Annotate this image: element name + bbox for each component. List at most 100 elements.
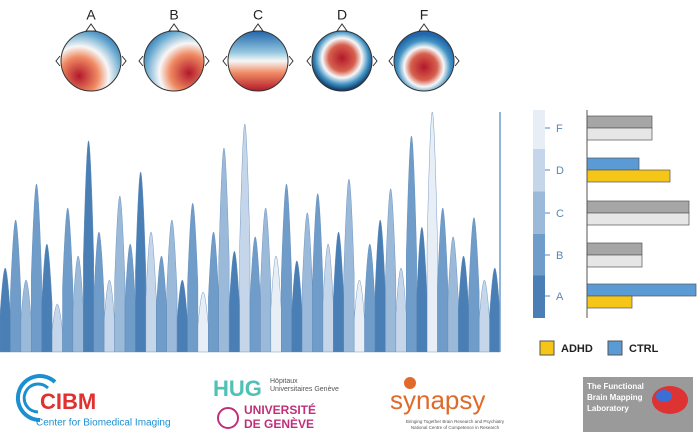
logo-mark <box>652 386 688 414</box>
topomap-label: B <box>169 7 178 23</box>
gfp-segment <box>385 188 397 353</box>
gfp-segment <box>291 260 303 353</box>
bar <box>586 283 697 297</box>
state-strip <box>533 149 545 192</box>
bar <box>586 242 643 256</box>
logo-synapsy: synapsy Bringing Together Brain Research… <box>390 377 505 430</box>
bar <box>586 212 690 226</box>
gfp-segment <box>103 279 115 353</box>
topomap-disc <box>311 30 373 92</box>
gfp-segment <box>478 279 490 353</box>
logo-mark <box>22 382 50 414</box>
state-strip <box>533 234 545 276</box>
gfp-segment <box>406 135 417 353</box>
gfp-segment <box>374 219 386 353</box>
gfp-segment <box>72 255 84 353</box>
gfp-segment <box>260 207 272 353</box>
logo-text: UNIVERSITÉ <box>244 402 316 417</box>
logo-subtitle-box: Hôpitaux Universitaires Genève <box>270 378 339 393</box>
topomap-label: D <box>337 7 347 23</box>
bar-chart: F D C B A <box>533 110 697 318</box>
logo-text: Brain Mapping <box>587 393 643 402</box>
logo-subtitle: Hôpitaux Universitaires Genève <box>270 378 339 393</box>
gfp-segment <box>187 202 199 353</box>
gfp-segment <box>166 219 178 353</box>
logo-mark <box>404 377 416 389</box>
gfp-segment <box>31 183 42 353</box>
legend: ADHD CTRL <box>539 340 659 356</box>
logo-cibm: CIBM Center for Biomedical Imaging <box>15 374 171 429</box>
gfp-segment <box>93 231 105 353</box>
topomap: D <box>306 7 378 92</box>
state-strip <box>533 275 545 318</box>
category-label: F <box>556 123 563 135</box>
topomap-disc <box>60 30 122 92</box>
category-label: D <box>556 165 564 177</box>
topomap-label: A <box>86 7 96 23</box>
category-label: A <box>556 291 564 303</box>
legend-label: ADHD <box>561 343 593 355</box>
gfp-segment <box>83 140 94 353</box>
gfp-segment <box>145 231 157 353</box>
logo-hug: HUG Hôpitaux Universitaires Genève UNIVE… <box>213 376 339 431</box>
gfp-segment <box>124 243 136 353</box>
bar <box>586 157 640 171</box>
bar <box>586 254 643 268</box>
gfp-segment <box>114 195 126 353</box>
topomap: C <box>222 7 294 92</box>
gfp-segment <box>364 243 376 353</box>
gfp-segment <box>270 255 282 353</box>
gfp-segment <box>437 207 449 353</box>
gfp-segment <box>197 291 209 353</box>
logo-text: Laboratory <box>587 404 629 413</box>
topomap-disc <box>393 30 455 92</box>
gfp-segment <box>218 147 230 353</box>
gfp-segment <box>301 212 313 353</box>
gfp-segment <box>249 236 261 353</box>
logo-mark <box>217 407 239 429</box>
logo-text: synapsy <box>390 385 485 415</box>
bar <box>586 127 653 141</box>
topomap: F <box>388 7 460 92</box>
gfp-segment <box>343 178 355 353</box>
legend-swatch <box>539 340 555 356</box>
gfp-segment <box>416 226 428 353</box>
logo-text: The Functional <box>587 382 644 391</box>
logo-mark <box>15 374 57 423</box>
gfp-segment <box>333 231 344 353</box>
topomap-label: F <box>420 7 429 23</box>
logo-mark <box>656 390 672 402</box>
state-strip <box>533 110 545 149</box>
gfp-area <box>0 111 501 353</box>
gfp-segment <box>395 267 407 353</box>
gfp-segment <box>281 183 292 353</box>
gfp-segment <box>468 217 480 353</box>
gfp-segment <box>322 243 334 353</box>
gfp-segment <box>426 111 438 353</box>
logo-text: CIBM <box>40 389 96 414</box>
topomap-disc <box>143 30 205 92</box>
gfp-segment <box>135 171 147 353</box>
bar <box>586 200 690 214</box>
gfp-segment <box>10 219 22 353</box>
legend-label: CTRL <box>629 343 659 355</box>
logo-subtitle: Center for Biomedical Imaging <box>36 418 171 429</box>
gfp-segment <box>239 123 251 353</box>
gfp-segment <box>41 243 53 353</box>
logo-text: HUG <box>213 376 262 401</box>
gfp-segment <box>62 207 74 353</box>
bar <box>586 169 671 183</box>
category-label: C <box>556 208 564 220</box>
gfp-segment <box>353 279 365 353</box>
gfp-segment <box>156 255 167 353</box>
topomap-label: C <box>253 7 263 23</box>
legend-swatch <box>607 340 623 356</box>
bar <box>586 115 653 129</box>
logo-fbml: The Functional Brain Mapping Laboratory <box>583 377 693 432</box>
logo-subtitle: National Centre of Competence in Researc… <box>411 425 500 430</box>
topomap: B <box>138 7 210 92</box>
state-strip <box>533 191 545 234</box>
category-label: B <box>556 250 563 262</box>
gfp-segment <box>51 303 63 353</box>
